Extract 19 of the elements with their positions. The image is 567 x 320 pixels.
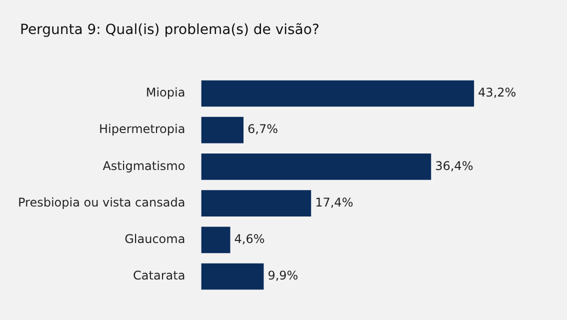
data-label: 43,2% <box>478 86 516 100</box>
y-tick-label: Glaucoma <box>124 232 186 246</box>
y-tick-label: Catarata <box>133 268 186 283</box>
bar <box>201 80 474 107</box>
data-label: 9,9% <box>268 268 298 283</box>
y-tick-label: Miopia <box>146 86 186 100</box>
data-label: 36,4% <box>435 158 474 173</box>
bar <box>201 116 244 144</box>
bar <box>201 263 264 290</box>
y-tick-label: Astigmatismo <box>102 158 186 173</box>
bar <box>201 154 432 180</box>
y-tick-label: Presbiopia ou vista cansada <box>18 195 186 210</box>
data-label: 17,4% <box>315 195 354 210</box>
data-label: 4,6% <box>234 232 265 246</box>
bar <box>201 226 230 254</box>
chart-title: Pergunta 9: Qual(is) problema(s) de visão? <box>20 22 320 38</box>
data-label: 6,7% <box>248 122 278 136</box>
bar <box>201 190 312 216</box>
y-tick-label: Hipermetropia <box>99 122 186 136</box>
